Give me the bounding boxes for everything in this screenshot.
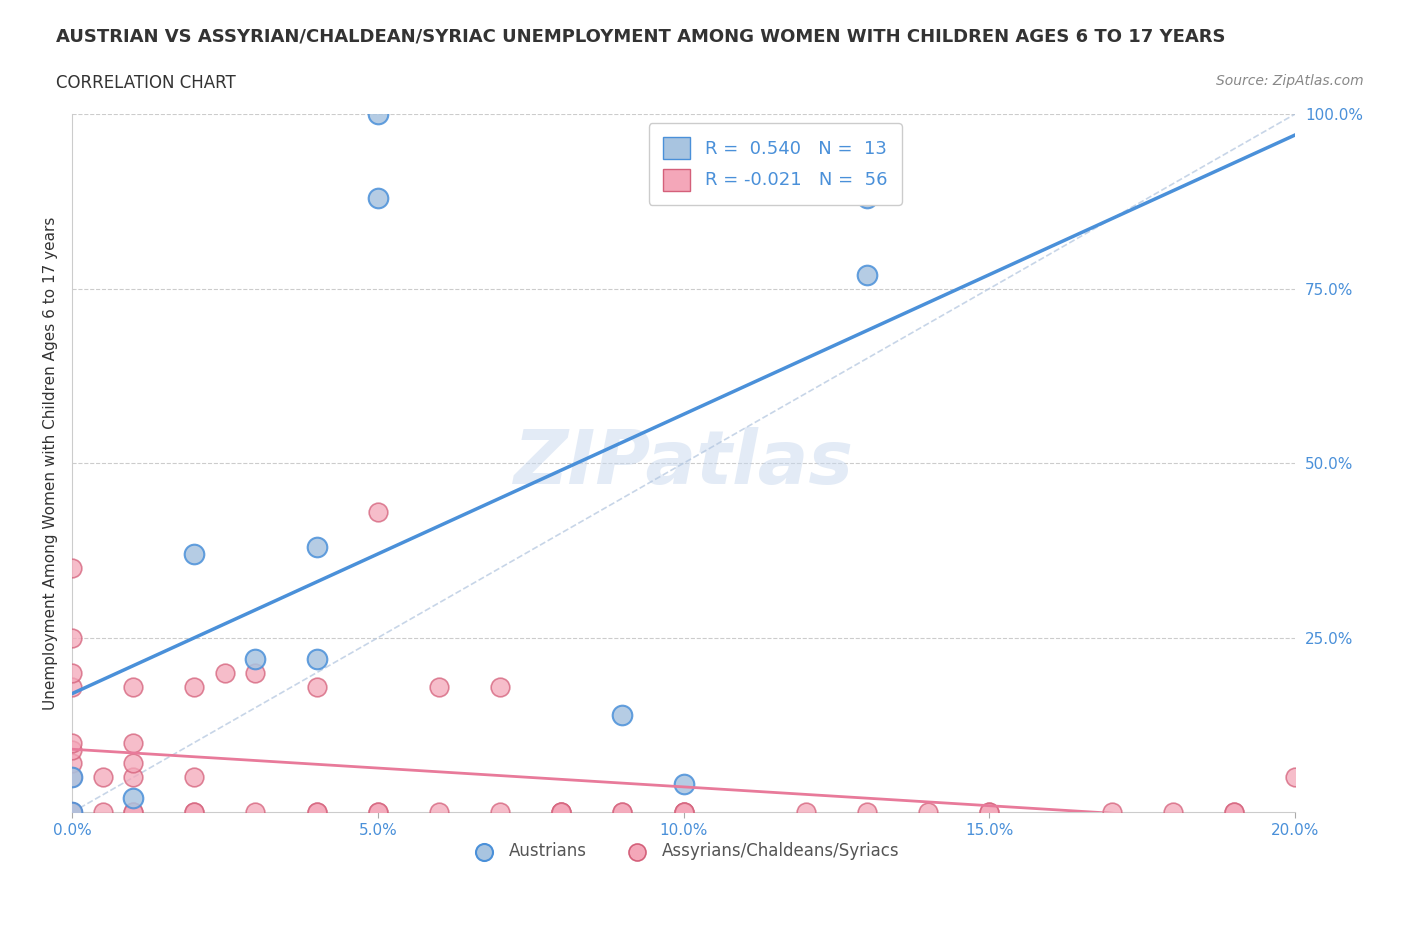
Point	[612, 805, 634, 820]
Point	[979, 805, 1001, 820]
Point	[305, 679, 328, 694]
Text: Source: ZipAtlas.com: Source: ZipAtlas.com	[1216, 74, 1364, 88]
Point	[367, 505, 389, 520]
Point	[60, 805, 83, 820]
Point	[856, 191, 879, 206]
Point	[91, 805, 114, 820]
Point	[672, 805, 695, 820]
Point	[122, 679, 145, 694]
Point	[183, 547, 205, 562]
Point	[214, 665, 236, 680]
Point	[60, 742, 83, 757]
Point	[183, 679, 205, 694]
Point	[305, 651, 328, 666]
Point	[122, 770, 145, 785]
Point	[183, 805, 205, 820]
Point	[305, 539, 328, 554]
Point	[245, 805, 267, 820]
Point	[60, 770, 83, 785]
Point	[367, 805, 389, 820]
Point	[91, 770, 114, 785]
Point	[794, 805, 817, 820]
Point	[60, 735, 83, 750]
Point	[122, 805, 145, 820]
Point	[550, 805, 572, 820]
Point	[1161, 805, 1184, 820]
Point	[550, 805, 572, 820]
Point	[122, 735, 145, 750]
Point	[1223, 805, 1246, 820]
Text: CORRELATION CHART: CORRELATION CHART	[56, 74, 236, 92]
Point	[979, 805, 1001, 820]
Point	[60, 631, 83, 645]
Point	[367, 805, 389, 820]
Point	[245, 651, 267, 666]
Point	[60, 805, 83, 820]
Point	[427, 679, 450, 694]
Point	[122, 805, 145, 820]
Point	[60, 561, 83, 576]
Legend: Austrians, Assyrians/Chaldeans/Syriacs: Austrians, Assyrians/Chaldeans/Syriacs	[461, 835, 907, 867]
Point	[672, 805, 695, 820]
Point	[489, 805, 512, 820]
Point	[1223, 805, 1246, 820]
Point	[550, 805, 572, 820]
Text: AUSTRIAN VS ASSYRIAN/CHALDEAN/SYRIAC UNEMPLOYMENT AMONG WOMEN WITH CHILDREN AGES: AUSTRIAN VS ASSYRIAN/CHALDEAN/SYRIAC UNE…	[56, 28, 1226, 46]
Point	[60, 679, 83, 694]
Point	[60, 770, 83, 785]
Point	[60, 665, 83, 680]
Point	[245, 665, 267, 680]
Point	[917, 805, 939, 820]
Point	[183, 770, 205, 785]
Point	[856, 267, 879, 282]
Point	[489, 679, 512, 694]
Point	[856, 805, 879, 820]
Point	[122, 791, 145, 806]
Point	[122, 756, 145, 771]
Point	[60, 805, 83, 820]
Point	[1101, 805, 1123, 820]
Point	[672, 805, 695, 820]
Point	[427, 805, 450, 820]
Y-axis label: Unemployment Among Women with Children Ages 6 to 17 years: Unemployment Among Women with Children A…	[44, 217, 58, 710]
Point	[305, 805, 328, 820]
Text: ZIPatlas: ZIPatlas	[513, 427, 853, 499]
Point	[60, 805, 83, 820]
Point	[60, 756, 83, 771]
Point	[183, 805, 205, 820]
Point	[672, 777, 695, 791]
Point	[60, 805, 83, 820]
Point	[1284, 770, 1306, 785]
Point	[612, 805, 634, 820]
Point	[367, 107, 389, 122]
Point	[60, 805, 83, 820]
Point	[305, 805, 328, 820]
Point	[367, 191, 389, 206]
Point	[612, 707, 634, 722]
